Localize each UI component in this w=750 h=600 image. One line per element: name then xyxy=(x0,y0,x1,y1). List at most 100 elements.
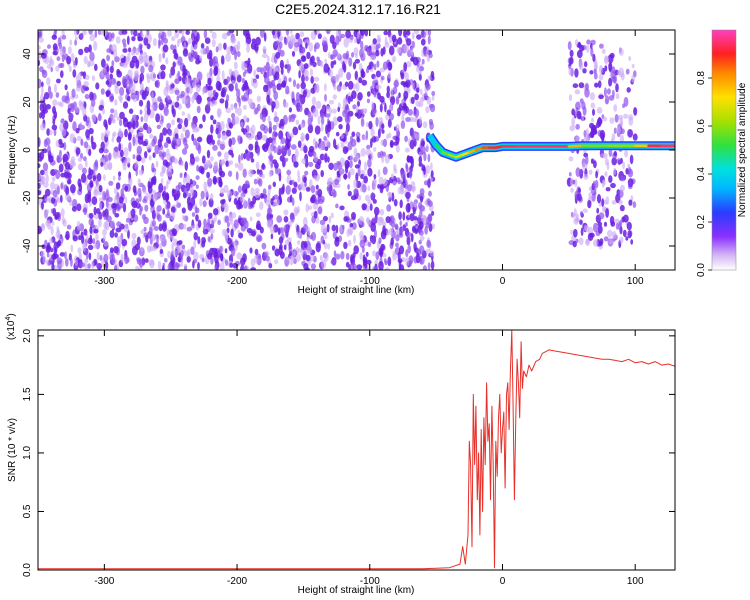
heatmap-cell xyxy=(365,148,372,156)
heatmap-cell xyxy=(40,224,45,229)
heatmap-cell xyxy=(203,30,208,39)
heatmap-cell xyxy=(575,123,580,130)
heatmap-cell xyxy=(333,250,337,258)
heatmap-cell xyxy=(82,106,87,117)
heatmap-cell xyxy=(88,127,94,135)
heatmap-cell xyxy=(407,86,411,94)
heatmap-cell xyxy=(332,188,336,198)
heatmap-cell xyxy=(265,61,270,72)
heatmap-cell xyxy=(210,257,214,265)
heatmap-cell xyxy=(272,130,277,141)
heatmap-cell xyxy=(364,108,368,114)
heatmap-cell xyxy=(212,119,217,125)
heatmap-cell xyxy=(593,72,598,80)
heatmap-cell xyxy=(44,92,50,100)
heatmap-cell xyxy=(85,249,89,260)
heatmap-cell xyxy=(114,265,118,270)
heatmap-cell xyxy=(80,138,84,146)
heatmap-cell xyxy=(320,235,325,244)
heatmap-cell xyxy=(414,108,420,118)
heatmap-cell xyxy=(248,204,252,210)
heatmap-cell xyxy=(171,119,175,126)
heatmap-cell xyxy=(275,51,281,59)
heatmap-cell xyxy=(398,245,405,255)
heatmap-cell xyxy=(103,174,106,181)
heatmap-cell xyxy=(599,43,604,49)
heatmap-cell xyxy=(320,170,325,178)
heatmap-cell xyxy=(99,202,102,211)
heatmap-cell xyxy=(182,137,188,146)
heatmap-cell xyxy=(52,50,58,56)
x-tick-label: -300 xyxy=(94,576,114,587)
heatmap-cell xyxy=(114,232,118,238)
heatmap-cell xyxy=(229,262,234,268)
heatmap-cell xyxy=(210,115,214,121)
heatmap-cell xyxy=(335,35,340,46)
heatmap-cell xyxy=(299,191,302,202)
heatmap-cell xyxy=(377,184,381,189)
heatmap-cell xyxy=(370,42,375,53)
heatmap-cell xyxy=(617,70,622,76)
heatmap-cell xyxy=(343,241,348,250)
heatmap-cell xyxy=(302,55,306,61)
heatmap-cell xyxy=(407,202,411,212)
heatmap-cell xyxy=(569,125,575,132)
heatmap-cell xyxy=(318,143,323,151)
heatmap-cell xyxy=(105,80,110,86)
heatmap-cell xyxy=(199,198,203,207)
heatmap-cell xyxy=(40,169,45,176)
heatmap-cell xyxy=(412,226,416,234)
heatmap-cell xyxy=(91,113,97,123)
heatmap-cell xyxy=(582,208,588,213)
heatmap-cell xyxy=(108,152,112,161)
heatmap-cell xyxy=(279,41,283,49)
heatmap-cell xyxy=(144,258,149,263)
heatmap-cell xyxy=(91,75,96,82)
heatmap-cell xyxy=(283,209,289,216)
heatmap-cell xyxy=(287,131,291,140)
heatmap-cell xyxy=(159,243,163,250)
heatmap-cell xyxy=(195,214,199,222)
heatmap-cell xyxy=(90,135,94,145)
heatmap-cell xyxy=(128,141,132,152)
heatmap-cell xyxy=(274,162,279,169)
heatmap-cell xyxy=(280,67,284,75)
heatmap-cell xyxy=(405,117,411,122)
heatmap-cell xyxy=(174,101,180,108)
heatmap-cell xyxy=(367,158,372,168)
heatmap-cell xyxy=(585,128,589,137)
heatmap-cell xyxy=(413,202,417,207)
heatmap-cell xyxy=(160,178,164,185)
heatmap-cell xyxy=(70,161,77,167)
heatmap-cell xyxy=(74,39,77,46)
heatmap-cell xyxy=(586,39,591,45)
heatmap-cell xyxy=(109,65,114,74)
heatmap-cell xyxy=(381,129,385,134)
heatmap-cell xyxy=(301,158,307,165)
heatmap-cell xyxy=(373,174,377,180)
heatmap-cell xyxy=(56,257,63,265)
heatmap-cell xyxy=(427,75,432,81)
heatmap-cell xyxy=(377,43,381,49)
heatmap-cell xyxy=(183,97,188,105)
heatmap-cell xyxy=(377,169,381,178)
heatmap-cell xyxy=(126,35,130,45)
heatmap-cell xyxy=(293,79,296,88)
heatmap-cell xyxy=(213,177,217,185)
heatmap-cell xyxy=(359,239,366,248)
heatmap-cell xyxy=(419,97,426,102)
heatmap-cell xyxy=(176,243,183,254)
heatmap-cell xyxy=(346,229,350,237)
heatmap-cell xyxy=(618,221,621,231)
heatmap-cell xyxy=(386,204,392,212)
heatmap-cell xyxy=(171,104,174,115)
heatmap-cell xyxy=(209,67,213,77)
heatmap-cell xyxy=(603,236,609,242)
heatmap-cell xyxy=(209,57,214,67)
heatmap-cell xyxy=(64,251,67,260)
heatmap-cell xyxy=(314,125,321,135)
heatmap-cell xyxy=(47,260,52,266)
heatmap-cell xyxy=(623,113,629,119)
heatmap-cell xyxy=(351,222,357,230)
heatmap-cell xyxy=(297,105,303,113)
